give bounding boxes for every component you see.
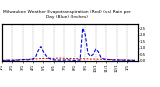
Text: Milwaukee Weather Evapotranspiration (Red) (vs) Rain per Day (Blue) (Inches): Milwaukee Weather Evapotranspiration (Re…	[3, 10, 131, 19]
